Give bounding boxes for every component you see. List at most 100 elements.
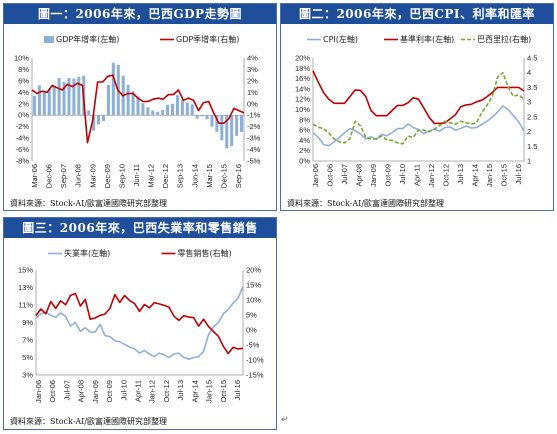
y-tick-label-left: 13% xyxy=(18,283,33,292)
x-tick-label: Jan-15 xyxy=(205,380,214,403)
chart-title: 圖二：2006年來，巴西CPI、利率和匯率 xyxy=(281,4,553,24)
x-tick-label: Jun-14 xyxy=(190,164,199,187)
y-tick-label-right: 3% xyxy=(247,65,258,74)
y-tick-label-left: 6% xyxy=(18,76,29,85)
x-tick-label: Mar-09 xyxy=(88,164,97,188)
x-tick-label: Apr-14 xyxy=(190,380,199,403)
chart-panel-cpi-rates: 圖二：2006年來，巴西CPI、利率和匯率 20% 18% 16% 14% 12% 10%… xyxy=(280,3,554,211)
chart-panel-unemployment-retail: 圖三：2006年來，巴西失業率和零售銷售 15% 13% 11% 9% 7% 5% 3% 20… xyxy=(3,217,277,430)
legend-label: 基準利率(左軸) xyxy=(400,34,454,44)
y-tick-label-left: 12% xyxy=(295,95,310,104)
y-tick-label-left: 3% xyxy=(22,371,33,380)
y-tick-label-left: 16% xyxy=(295,74,310,83)
legend-label: GDP季增率(右軸) xyxy=(176,34,239,44)
y-tick-label-right: -15% xyxy=(246,371,264,380)
gdp-yoy-bar xyxy=(175,95,179,116)
gdp-yoy-bar xyxy=(126,84,130,116)
series-line xyxy=(31,74,245,144)
x-tick-label: Oct-06 xyxy=(48,380,57,403)
x-tick-label: Apr-08 xyxy=(355,164,364,187)
gdp-yoy-bar xyxy=(205,115,209,120)
y-tick-label-right: 1% xyxy=(247,88,258,97)
gdp-yoy-bar xyxy=(47,88,51,116)
y-tick-label-left: 0% xyxy=(18,111,29,120)
gdp-yoy-bar xyxy=(180,100,184,116)
gdp-yoy-bar xyxy=(131,91,135,116)
gdp-yoy-bar xyxy=(215,115,219,132)
gdp-yoy-bar xyxy=(185,102,189,116)
x-tick-label: Apr-11 xyxy=(413,164,422,186)
x-tick-label: Dec-09 xyxy=(103,164,112,188)
gdp-yoy-bar xyxy=(67,78,71,116)
gdp-yoy-bar xyxy=(141,103,145,116)
gdp-yoy-bar xyxy=(200,115,204,117)
legend-label: 失業率(左軸) xyxy=(64,248,110,258)
x-tick-label: Jul-10 xyxy=(398,164,407,184)
legend-label: CPI(左軸) xyxy=(323,34,358,44)
gdp-yoy-bar xyxy=(240,115,244,132)
gdp-yoy-bar xyxy=(37,85,41,116)
x-tick-label: Jul-16 xyxy=(233,380,242,400)
gdp-yoy-bar xyxy=(72,78,76,116)
y-tick-label-right: -3% xyxy=(247,134,261,143)
x-tick-label: Sep-13 xyxy=(176,164,185,188)
y-tick-label-right: 15% xyxy=(246,281,261,290)
gdp-yoy-bar xyxy=(195,115,199,119)
gdp-yoy-bar xyxy=(92,115,96,131)
x-tick-label: Sep-10 xyxy=(117,164,126,188)
cpi-rate-fx-chart: 20%18%16%14% 12%10%8% 6%4%2% 0% 4.5 4 3.5 3 2.5 2… xyxy=(295,34,537,187)
y-tick-label-left: -2% xyxy=(16,122,30,131)
y-tick-label-left: 0% xyxy=(299,157,310,166)
series-line xyxy=(35,286,244,361)
gdp-yoy-bar xyxy=(220,115,224,141)
x-tick-label: Jan-06 xyxy=(311,164,320,187)
gdp-yoy-bar xyxy=(235,115,239,136)
unemployment-retail-chart: 15% 13% 11% 9% 7% 5% 3% 20% 15% 10% 5% 0% -5% -10% -15… xyxy=(18,248,264,403)
legend-label: 零售銷售(右軸) xyxy=(178,248,232,258)
y-tick-label-left: 18% xyxy=(295,64,310,73)
y-tick-label-left: 4% xyxy=(299,136,310,145)
x-tick-label: Oct-12 xyxy=(162,380,171,403)
y-tick-label-right: 4.5 xyxy=(527,54,537,63)
y-tick-label-right: -4% xyxy=(247,145,261,154)
y-tick-label-left: 9% xyxy=(22,318,33,327)
legend-swatch xyxy=(44,36,54,43)
gdp-chart: 10% 8% 6% 4% 2% 0% -2% -4% -6% -8% 4% 3% 2% 1% 0% -1% -2… xyxy=(14,34,261,188)
y-tick-label-right: -1% xyxy=(247,111,261,120)
y-tick-label-right: 20% xyxy=(246,266,261,275)
y-tick-label-right: 0% xyxy=(247,99,258,108)
gdp-yoy-bar xyxy=(190,104,194,116)
x-tick-label: Jan-12 xyxy=(427,164,436,187)
x-tick-label: Dec-15 xyxy=(219,164,228,188)
source-note: 資料來源：Stock-AI/歐富達國際研究部整理 xyxy=(287,199,445,208)
x-tick-label: Apr-08 xyxy=(77,380,86,403)
x-tick-label: Jul-13 xyxy=(176,380,185,400)
y-tick-label-right: 4% xyxy=(247,54,258,63)
source-note: 資料來源：Stock-AI/歐富達國際研究部整理 xyxy=(10,417,168,426)
gdp-yoy-bar xyxy=(111,62,115,116)
x-tick-label: Dec-06 xyxy=(45,164,54,188)
gdp-yoy-bar xyxy=(101,115,106,121)
x-tick-label: Jul-13 xyxy=(456,164,465,184)
y-tick-label-right: 2% xyxy=(247,76,258,85)
series-line xyxy=(35,292,244,355)
x-tick-label: Jun-11 xyxy=(132,164,141,186)
gdp-yoy-bar xyxy=(136,96,140,116)
y-tick-label-left: 5% xyxy=(22,353,33,362)
x-tick-label: Jul-10 xyxy=(119,380,128,400)
x-tick-label: Jul-07 xyxy=(62,380,71,400)
gdp-yoy-bar xyxy=(156,111,160,116)
y-tick-label-left: -6% xyxy=(16,145,30,154)
legend-label: 巴西里拉(右軸) xyxy=(477,34,531,44)
y-tick-label-left: 11% xyxy=(19,301,34,310)
y-tick-label-left: 15% xyxy=(18,266,33,275)
y-tick-label-left: 4% xyxy=(18,88,29,97)
x-tick-label: Sep-16 xyxy=(234,164,243,188)
gdp-yoy-bar xyxy=(146,107,150,116)
series-line xyxy=(312,71,525,145)
gdp-yoy-bar xyxy=(230,115,234,147)
y-tick-label-right: -5% xyxy=(246,341,260,350)
source-note: 資料來源：Stock-AI/歐富達國際研究部整理 xyxy=(10,199,168,208)
x-tick-label: Mar-12 xyxy=(147,164,156,188)
y-tick-label-left: 8% xyxy=(18,65,29,74)
